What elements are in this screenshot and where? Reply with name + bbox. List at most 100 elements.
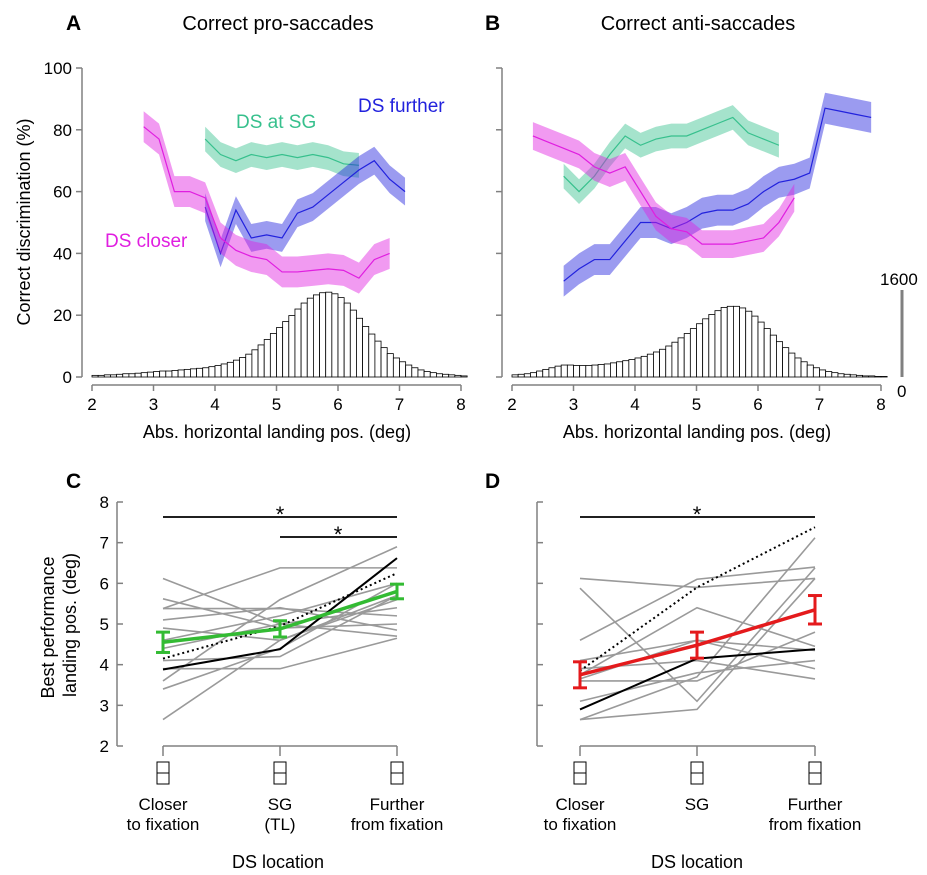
histogram-bar	[720, 306, 728, 378]
histogram-bar	[659, 348, 667, 378]
histogram-bar	[548, 367, 556, 378]
subject-line	[580, 631, 816, 682]
histogram-bar	[171, 370, 179, 378]
x-axis-label-c: DS location	[232, 852, 324, 872]
histogram-bar	[226, 361, 234, 378]
histogram-bar	[399, 361, 407, 378]
histogram-bar	[196, 367, 204, 378]
y-tick-label: 20	[53, 306, 72, 325]
histogram-bar	[683, 333, 691, 378]
x-category-label: from fixation	[351, 815, 444, 834]
histogram-bar	[423, 371, 431, 378]
stimulus-box-icon	[808, 761, 822, 774]
subject-line	[579, 577, 816, 589]
series-band	[563, 105, 779, 204]
x-tick-label: 7	[815, 395, 824, 414]
histogram-bar	[769, 334, 777, 378]
y-tick-label: 100	[44, 59, 72, 78]
histogram-bar	[610, 362, 617, 378]
histogram-bar	[640, 355, 648, 378]
series-line	[204, 159, 406, 256]
series-line	[532, 135, 795, 245]
histogram-bar	[146, 371, 154, 378]
histogram-scale-max: 1600	[880, 270, 918, 289]
y-tick-label: 2	[100, 737, 109, 756]
subject-line	[162, 546, 398, 682]
y-axis-label-top: Correct discrimination (%)	[14, 118, 34, 325]
histogram-bar	[245, 353, 253, 378]
stimulus-box-icon	[156, 772, 170, 785]
histogram-bar	[202, 367, 210, 378]
series-line	[563, 107, 872, 282]
histogram-bar	[306, 297, 314, 378]
stimulus-box-icon	[690, 772, 704, 785]
histogram-bar	[597, 364, 605, 378]
stimulus-box-icon	[273, 761, 287, 774]
histogram-bar	[573, 365, 581, 378]
histogram-bar	[566, 364, 574, 378]
histogram-bar	[806, 364, 814, 378]
histogram-bar	[689, 328, 697, 378]
x-axis-label-d: DS location	[651, 852, 743, 872]
stimulus-box-icon	[273, 772, 287, 785]
histogram-bar	[646, 353, 654, 378]
x-category-label: to fixation	[127, 815, 200, 834]
histogram-bar	[874, 376, 882, 378]
histogram-bar	[91, 374, 99, 378]
histogram-bar	[159, 370, 167, 378]
x-tick-label: 6	[753, 395, 762, 414]
x-tick-label: 8	[456, 395, 465, 414]
histogram-bar	[702, 318, 710, 378]
histogram-bar	[739, 307, 747, 378]
histogram-bar	[628, 359, 636, 378]
histogram-bar	[269, 333, 277, 378]
histogram-bar	[153, 371, 161, 378]
x-tick-label: 7	[395, 395, 404, 414]
x-tick-label: 6	[333, 395, 342, 414]
histogram-bar	[819, 369, 827, 378]
histogram-bar	[800, 361, 808, 378]
x-category-label: to fixation	[544, 815, 617, 834]
histogram-bar	[782, 347, 790, 378]
histogram-bar	[591, 364, 599, 378]
stimulus-box-icon	[573, 761, 587, 774]
histogram-bar	[554, 365, 562, 378]
histogram-bar	[103, 374, 111, 378]
histogram-bar	[208, 366, 216, 378]
histogram-bar	[386, 353, 394, 378]
histogram-bar	[239, 357, 247, 378]
histogram-bar	[837, 373, 845, 378]
stimulus-box-icon	[156, 761, 170, 774]
y-tick-label: 6	[100, 574, 109, 593]
panel-a-letter: A	[66, 12, 81, 35]
histogram-bar	[392, 357, 400, 378]
series-line	[143, 126, 390, 279]
stimulus-box-icon	[690, 761, 704, 774]
histogram-bar	[411, 367, 419, 378]
y-tick-label: 40	[53, 244, 72, 263]
histogram-bar	[751, 315, 759, 378]
x-tick-label: 3	[569, 395, 578, 414]
histogram-bar	[708, 314, 716, 378]
histogram-scale-min: 0	[897, 382, 906, 401]
histogram-bar	[368, 333, 376, 378]
histogram-bar	[405, 364, 413, 378]
significance-star: *	[276, 502, 285, 527]
y-tick-label: 60	[53, 183, 72, 202]
histogram-bar	[677, 337, 685, 378]
subject-line	[579, 567, 816, 703]
histogram-bar	[726, 305, 734, 378]
x-category-label: SG	[685, 795, 710, 814]
subject-line	[162, 594, 398, 662]
y-tick-label: 0	[63, 368, 72, 387]
histogram-bar	[696, 323, 704, 378]
histogram-bar	[110, 374, 117, 378]
model-line-solid	[162, 557, 398, 671]
histogram-bar	[671, 341, 679, 378]
series-band	[532, 122, 795, 259]
histogram-bar	[788, 352, 796, 378]
subject-line	[579, 566, 816, 641]
histogram-bar	[380, 347, 388, 378]
x-category-label: Further	[788, 795, 843, 814]
